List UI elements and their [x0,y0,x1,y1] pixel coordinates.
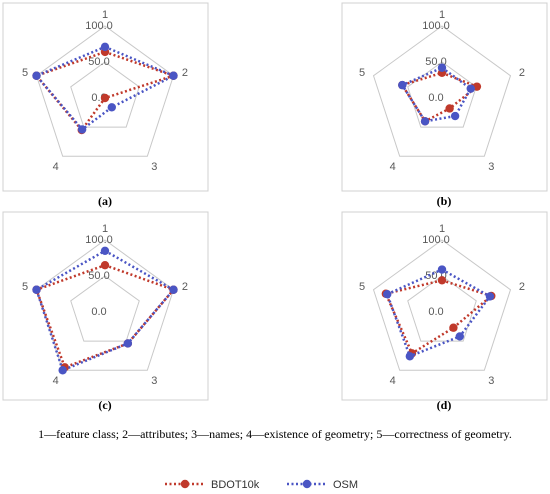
data-point-osm-1 [100,42,110,52]
legend-marker-osm [302,479,312,489]
legend-item-osm: OSM [287,479,358,491]
grid-ring-1 [70,275,140,342]
data-point-bdot10k-1 [437,276,447,285]
tick-label: 50.0 [88,270,109,282]
axis-label-1: 1 [102,9,108,21]
data-point-osm-1 [437,63,447,72]
legend-label-osm: OSM [333,479,358,491]
panel-label: (c) [98,398,111,412]
series-line-osm [385,268,492,358]
tick-label: 0.0 [91,306,106,318]
tick-label: 0.0 [428,92,443,104]
series-line-bdot10k [35,263,175,369]
data-point-osm-4 [420,117,430,126]
data-point-osm-2 [169,71,178,80]
axis-label-5: 5 [22,281,28,293]
axis-label-3: 3 [151,161,157,173]
series-line-bdot10k [35,50,175,132]
grid-ring-2 [372,239,512,371]
data-point-bdot10k-1 [100,261,110,270]
legend-item-bdot10k: BDOT10k [165,479,260,491]
axis-label-1: 1 [439,223,445,235]
series-line-osm [401,66,473,123]
data-point-osm-5 [383,290,392,299]
data-point-osm-4 [58,366,67,375]
data-point-osm-3 [123,339,133,348]
axis-label-3: 3 [488,375,494,387]
panel-label: (b) [437,194,452,208]
panel-label: (a) [98,194,112,208]
legend-label-bdot10k: BDOT10k [211,479,260,491]
data-point-bdot10k-3 [445,104,454,113]
panel-frame [341,2,548,192]
data-point-osm-1 [100,246,110,255]
axis-label-2: 2 [519,281,525,293]
tick-label: 50.0 [88,56,109,68]
data-point-bdot10k-3 [100,93,110,103]
axis-label-5: 5 [359,281,365,293]
series-osm [32,42,178,134]
data-point-osm-3 [455,332,464,341]
axis-label-3: 3 [488,161,494,173]
grid-ring-2 [372,25,512,157]
series-line-bdot10k [401,71,479,123]
data-point-osm-5 [398,80,407,90]
axis-label-4: 4 [390,161,396,173]
radar-panel-3: 0.0 50.0 100.01 2 3 4 5 (c) [2,211,209,412]
data-point-bdot10k-3 [449,323,458,332]
grid-ring-2 [35,25,175,157]
data-point-osm-3 [107,103,116,112]
tick-label: 100.0 [422,20,450,32]
legend-marker-bdot10k [180,479,190,489]
data-point-osm-5 [32,71,41,80]
series-line-osm [35,45,175,131]
data-point-osm-2 [169,285,178,294]
axis-label-5: 5 [22,67,28,79]
grid-ring-1 [70,61,140,128]
series-osm [32,246,178,375]
tick-label: 100.0 [85,20,113,32]
axis-label-4: 4 [53,161,59,173]
data-point-osm-4 [405,352,415,361]
axis-label-3: 3 [151,375,157,387]
tick-label: 100.0 [85,234,113,246]
data-point-osm-4 [77,125,87,134]
axis-label-5: 5 [359,67,365,79]
axis-label-1: 1 [102,223,108,235]
data-point-osm-5 [32,285,41,294]
axis-label-2: 2 [182,281,188,293]
figure-caption: 1—feature class; 2—attributes; 3—names; … [38,427,512,441]
axis-label-4: 4 [390,375,396,387]
axis-label-4: 4 [53,375,59,387]
series-osm [398,63,475,126]
panel-frame [341,211,548,401]
axis-label-1: 1 [439,9,445,21]
series-osm [383,265,495,361]
panel-frame [2,211,209,401]
grid-ring-1 [407,275,477,342]
axis-label-2: 2 [182,67,188,79]
axis-label-2: 2 [519,67,525,79]
data-point-osm-2 [466,84,475,93]
panel-label: (d) [437,398,452,412]
tick-label: 0.0 [428,306,443,318]
data-point-osm-3 [450,111,460,121]
tick-label: 100.0 [422,234,450,246]
grid-ring-2 [35,239,175,371]
legend: BDOT10k OSM [165,479,358,491]
data-point-osm-1 [437,265,447,274]
data-point-osm-2 [485,292,495,301]
radar-panels: 0.050.0100.012345(a)0.050.0100.012345(b)… [2,2,548,412]
